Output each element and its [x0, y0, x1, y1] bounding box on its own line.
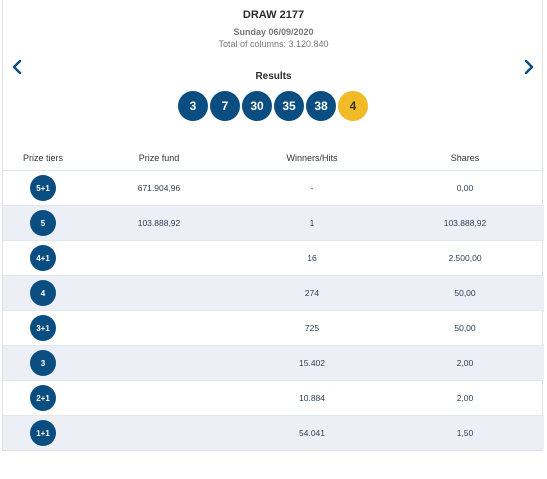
chevron-right-icon	[524, 60, 534, 74]
winners-cell: 54.041	[299, 428, 325, 438]
winning-number-ball: 38	[306, 91, 336, 121]
previous-draw-button[interactable]	[9, 58, 25, 76]
winners-cell: 15.402	[299, 358, 325, 368]
winners-cell: 725	[304, 323, 320, 333]
winning-number-ball: 30	[242, 91, 272, 121]
draw-date: Sunday 06/09/2020	[233, 27, 314, 37]
draw-header: DRAW 2177 Sunday 06/09/2020 Total of col…	[3, 0, 544, 140]
winners-cell: 1	[309, 218, 315, 228]
prize-fund-cell	[99, 241, 219, 275]
shares-cell: 2,00	[456, 358, 474, 368]
winners-cell: -	[310, 183, 314, 193]
shares-cell: 2,00	[456, 393, 474, 403]
draw-results-card: DRAW 2177 Sunday 06/09/2020 Total of col…	[2, 0, 544, 451]
tier-badge: 5+1	[30, 175, 56, 201]
prize-fund-cell	[99, 276, 219, 310]
winning-number-ball: 7	[210, 91, 240, 121]
shares-cell: 103.888,92	[443, 218, 487, 228]
prize-fund-cell	[99, 346, 219, 380]
shares-cell: 1,50	[456, 428, 474, 438]
tier-badge: 4	[30, 280, 56, 306]
header-winners-hits: Winners/Hits	[286, 153, 338, 163]
table-header: Prize tiers Prize fund Winners/Hits Shar…	[3, 146, 544, 170]
prize-fund-cell: 671.904,96	[137, 183, 181, 193]
prize-fund-cell	[99, 416, 219, 450]
table-row: 4 274 50,00	[3, 275, 544, 310]
draw-title: DRAW 2177	[242, 9, 305, 21]
tier-badge: 3	[30, 350, 56, 376]
header-prize-tiers: Prize tiers	[22, 153, 63, 163]
table-row: 5 103.888,92 1 103.888,92	[3, 205, 544, 240]
tier-badge: 4+1	[30, 245, 56, 271]
bonus-number-ball: 4	[338, 91, 368, 121]
winning-number-ball: 3	[178, 91, 208, 121]
winning-number-ball: 35	[274, 91, 304, 121]
chevron-left-icon	[12, 60, 22, 74]
shares-cell: 0,00	[456, 183, 474, 193]
winners-cell: 10.884	[299, 393, 325, 403]
winning-numbers: 3 7 30 35 38 4	[178, 91, 368, 121]
prize-fund-cell: 103.888,92	[137, 218, 181, 228]
next-draw-button[interactable]	[521, 58, 537, 76]
shares-cell: 2.500,00	[448, 253, 482, 263]
tier-badge: 5	[30, 210, 56, 236]
header-shares: Shares	[450, 153, 480, 163]
shares-cell: 50,00	[454, 323, 476, 333]
table-row: 3 15.402 2,00	[3, 345, 544, 380]
tier-badge: 3+1	[30, 315, 56, 341]
tier-badge: 1+1	[30, 420, 56, 446]
results-label: Results	[255, 71, 292, 82]
prize-fund-cell	[99, 311, 219, 345]
table-row: 4+1 16 2.500,00	[3, 240, 544, 275]
total-columns: Total of columns: 3.120.840	[218, 39, 329, 49]
shares-cell: 50,00	[454, 288, 476, 298]
tier-badge: 2+1	[30, 385, 56, 411]
prize-table: Prize tiers Prize fund Winners/Hits Shar…	[3, 146, 544, 450]
table-row: 5+1 671.904,96 - 0,00	[3, 170, 544, 205]
winners-cell: 274	[304, 288, 320, 298]
prize-fund-cell	[99, 381, 219, 415]
winners-cell: 16	[307, 253, 317, 263]
table-row: 1+1 54.041 1,50	[3, 415, 544, 450]
table-row: 3+1 725 50,00	[3, 310, 544, 345]
header-prize-fund: Prize fund	[138, 153, 180, 163]
table-row: 2+1 10.884 2,00	[3, 380, 544, 415]
